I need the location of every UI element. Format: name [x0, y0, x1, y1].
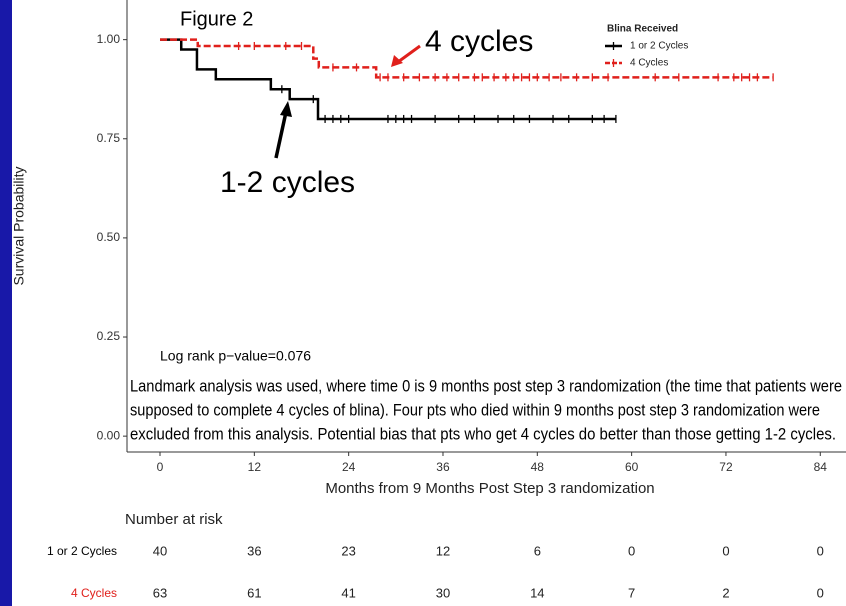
risk-count: 23: [341, 543, 355, 558]
y-tick-label: 0.25: [97, 329, 121, 343]
risk-count: 0: [817, 543, 824, 558]
y-axis-title: Survival Probability: [11, 166, 27, 285]
risk-count: 12: [436, 543, 450, 558]
x-tick-label: 24: [342, 460, 356, 474]
legend-title: Blina Received: [607, 24, 678, 35]
arrow: [274, 111, 288, 159]
chart-title: Figure 2: [180, 8, 253, 30]
risk-count: 41: [341, 585, 355, 600]
risk-count: 40: [153, 543, 167, 558]
y-tick-label: 1.00: [97, 32, 121, 46]
panel: [12, 0, 846, 606]
legend-label: 1 or 2 Cycles: [630, 41, 688, 52]
note-line: supposed to complete 4 cycles of blina).…: [130, 400, 820, 419]
x-tick-label: 0: [157, 460, 164, 474]
x-tick-label: 72: [719, 460, 733, 474]
annotation: Log rank p−value=0.076: [160, 348, 311, 364]
risk-count: 0: [817, 585, 824, 600]
risk-count: 0: [722, 543, 729, 558]
risk-row-label: 1 or 2 Cycles: [47, 544, 117, 558]
note-line: Landmark analysis was used, where time 0…: [130, 376, 842, 395]
survival-curve: [160, 38, 774, 79]
note-line: excluded from this analysis. Potential b…: [130, 424, 836, 443]
risk-count: 14: [530, 585, 544, 600]
risk-title: Number at risk: [125, 511, 223, 528]
x-tick-label: 60: [625, 460, 639, 474]
x-tick-label: 48: [531, 460, 545, 474]
risk-count: 61: [247, 585, 261, 600]
annotation: 4 cycles: [425, 25, 533, 58]
risk-count: 63: [153, 585, 167, 600]
x-tick-label: 84: [814, 460, 828, 474]
x-axis-title: Months from 9 Months Post Step 3 randomi…: [325, 480, 654, 497]
risk-count: 6: [534, 543, 541, 558]
y-tick-label: 0.50: [97, 230, 121, 244]
annotation: 1-2 cycles: [220, 166, 355, 199]
arrow-head: [391, 55, 403, 67]
y-tick-label: 0.75: [97, 131, 121, 145]
x-tick-label: 36: [436, 460, 450, 474]
arrow: [397, 44, 421, 64]
x-tick-label: 12: [248, 460, 262, 474]
risk-count: 2: [722, 585, 729, 600]
legend-label: 4 Cycles: [630, 58, 668, 69]
y-tick-label: 0.00: [97, 428, 121, 442]
risk-count: 36: [247, 543, 261, 558]
risk-row-label: 4 Cycles: [71, 586, 117, 600]
risk-count: 30: [436, 585, 450, 600]
arrow-head: [280, 101, 292, 117]
risk-count: 7: [628, 585, 635, 600]
risk-count: 0: [628, 543, 635, 558]
